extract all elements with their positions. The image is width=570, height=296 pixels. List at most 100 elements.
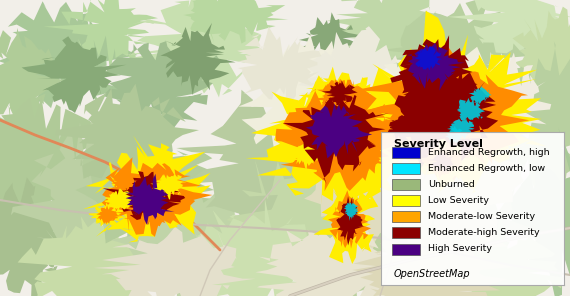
Text: Moderate-low Severity: Moderate-low Severity <box>429 212 536 221</box>
Polygon shape <box>355 46 530 183</box>
Polygon shape <box>96 205 122 224</box>
Polygon shape <box>246 68 433 227</box>
Polygon shape <box>344 202 359 221</box>
Text: Low Severity: Low Severity <box>429 196 490 205</box>
Polygon shape <box>88 202 125 227</box>
FancyBboxPatch shape <box>392 163 420 174</box>
Polygon shape <box>345 11 547 194</box>
Text: Unburned: Unburned <box>429 180 475 189</box>
Polygon shape <box>0 1 137 109</box>
Polygon shape <box>465 52 551 157</box>
Polygon shape <box>299 67 381 128</box>
Polygon shape <box>389 64 498 168</box>
Polygon shape <box>510 7 570 133</box>
Polygon shape <box>18 216 177 296</box>
Polygon shape <box>457 98 485 121</box>
Polygon shape <box>359 148 382 171</box>
Polygon shape <box>312 84 340 106</box>
Polygon shape <box>11 116 139 274</box>
Polygon shape <box>314 178 378 264</box>
Polygon shape <box>111 171 137 193</box>
Polygon shape <box>0 28 63 136</box>
Text: High Severity: High Severity <box>429 244 492 253</box>
Polygon shape <box>469 85 491 104</box>
Polygon shape <box>238 34 381 165</box>
Polygon shape <box>184 0 288 44</box>
Text: Severity Level: Severity Level <box>394 139 482 149</box>
Polygon shape <box>416 140 444 160</box>
Polygon shape <box>311 79 369 116</box>
Polygon shape <box>141 206 172 228</box>
Polygon shape <box>321 79 357 107</box>
Polygon shape <box>447 118 475 139</box>
Polygon shape <box>43 0 167 71</box>
Polygon shape <box>176 90 355 226</box>
Polygon shape <box>381 0 540 101</box>
Polygon shape <box>503 128 570 296</box>
Text: Enhanced Regrowth, low: Enhanced Regrowth, low <box>429 164 545 173</box>
Polygon shape <box>75 111 226 264</box>
Polygon shape <box>408 129 479 183</box>
Polygon shape <box>255 222 420 296</box>
Polygon shape <box>445 126 465 143</box>
FancyBboxPatch shape <box>392 244 420 255</box>
Polygon shape <box>427 149 454 173</box>
Polygon shape <box>360 108 412 154</box>
Polygon shape <box>388 115 418 144</box>
Polygon shape <box>415 46 442 70</box>
Polygon shape <box>328 190 371 249</box>
Polygon shape <box>390 35 478 115</box>
Polygon shape <box>125 174 174 225</box>
Polygon shape <box>122 0 262 97</box>
FancyBboxPatch shape <box>392 211 420 222</box>
Polygon shape <box>419 140 466 179</box>
Polygon shape <box>150 174 186 200</box>
FancyBboxPatch shape <box>392 228 420 239</box>
Polygon shape <box>0 97 101 234</box>
Polygon shape <box>360 163 536 296</box>
Polygon shape <box>374 104 428 150</box>
Polygon shape <box>144 198 331 296</box>
Polygon shape <box>350 31 502 144</box>
Polygon shape <box>391 78 430 108</box>
Polygon shape <box>83 136 211 242</box>
Polygon shape <box>352 214 513 296</box>
Polygon shape <box>327 84 526 266</box>
Polygon shape <box>291 192 457 296</box>
Polygon shape <box>299 26 402 151</box>
Polygon shape <box>290 143 319 171</box>
Polygon shape <box>93 227 255 296</box>
Polygon shape <box>55 84 199 194</box>
Text: OpenStreetMap: OpenStreetMap <box>394 269 470 279</box>
Polygon shape <box>491 41 570 210</box>
Polygon shape <box>299 12 365 65</box>
Polygon shape <box>459 132 487 157</box>
Polygon shape <box>306 103 372 158</box>
Polygon shape <box>275 83 405 191</box>
Polygon shape <box>365 86 439 153</box>
Polygon shape <box>102 157 213 237</box>
Polygon shape <box>473 116 505 142</box>
Polygon shape <box>443 99 521 161</box>
Polygon shape <box>158 23 235 95</box>
Polygon shape <box>103 39 222 133</box>
Polygon shape <box>304 128 440 260</box>
Polygon shape <box>407 43 465 91</box>
Polygon shape <box>342 96 491 229</box>
Polygon shape <box>111 178 284 296</box>
Polygon shape <box>104 189 134 210</box>
Polygon shape <box>237 27 321 108</box>
Text: Moderate-high Severity: Moderate-high Severity <box>429 228 540 237</box>
Polygon shape <box>0 177 93 296</box>
FancyBboxPatch shape <box>392 147 420 158</box>
Text: Enhanced Regrowth, high: Enhanced Regrowth, high <box>429 148 550 157</box>
Polygon shape <box>327 0 461 73</box>
Polygon shape <box>431 216 563 296</box>
FancyBboxPatch shape <box>392 179 420 190</box>
Polygon shape <box>226 155 395 296</box>
Polygon shape <box>336 196 365 245</box>
FancyBboxPatch shape <box>392 195 420 206</box>
Polygon shape <box>103 171 185 225</box>
Polygon shape <box>283 95 389 184</box>
Polygon shape <box>22 36 126 113</box>
